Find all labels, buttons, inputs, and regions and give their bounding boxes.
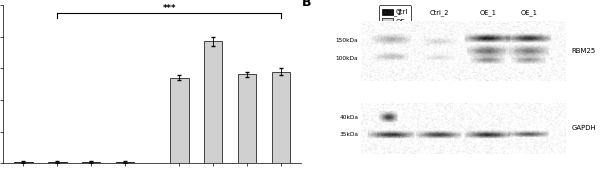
Legend: Ctrl, OE: Ctrl, OE	[379, 5, 411, 28]
Bar	[48, 162, 67, 163]
Text: OE_1: OE_1	[520, 9, 538, 16]
Text: Ctrl_2: Ctrl_2	[429, 9, 449, 16]
Bar	[14, 162, 32, 163]
Text: 40kDa: 40kDa	[340, 115, 358, 120]
Text: OE_1: OE_1	[479, 9, 496, 16]
Text: RBM25: RBM25	[571, 48, 596, 54]
Text: B: B	[302, 0, 311, 9]
Text: 35kDa: 35kDa	[340, 132, 358, 137]
Bar	[272, 72, 290, 163]
Bar	[238, 74, 256, 163]
Text: GAPDH: GAPDH	[571, 125, 596, 131]
Bar	[170, 78, 188, 163]
Text: ***: ***	[163, 4, 176, 13]
Bar	[116, 162, 134, 163]
Text: Ctrl_1: Ctrl_1	[382, 9, 401, 16]
Text: 100kDa: 100kDa	[336, 56, 358, 61]
Text: 150kDa: 150kDa	[336, 38, 358, 43]
Bar	[204, 41, 223, 163]
Bar	[82, 162, 100, 163]
